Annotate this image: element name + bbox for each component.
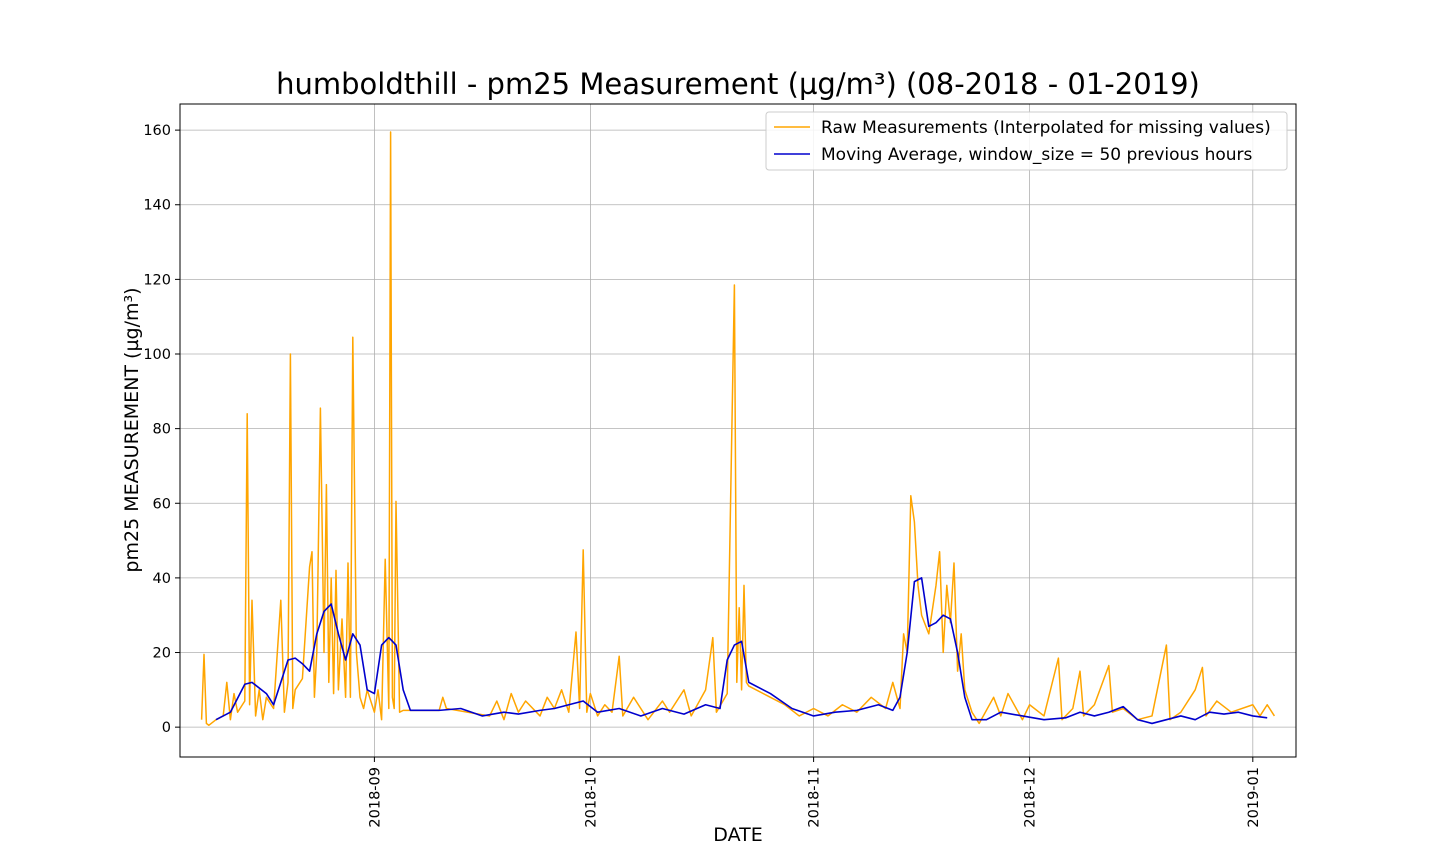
legend-label-raw: Raw Measurements (Interpolated for missi…: [821, 118, 1271, 138]
y-tick-label: 120: [143, 272, 171, 288]
x-tick-label: 2018-09: [367, 767, 383, 828]
x-tick-label: 2018-12: [1023, 767, 1039, 828]
x-tick-label: 2018-10: [583, 767, 599, 828]
y-axis-ticks: 0 20 40 60 80 100 120 140 160: [143, 123, 180, 736]
x-tick-label: 2019-01: [1246, 767, 1262, 828]
y-tick-label: 160: [143, 123, 171, 139]
plot-frame: [179, 103, 1297, 758]
y-tick-label: 140: [143, 198, 171, 214]
moving-average-line: [215, 577, 1268, 725]
raw-measurements-line: [200, 131, 1276, 727]
y-tick-label: 20: [153, 646, 171, 662]
chart-title: humboldthill - pm25 Measurement (µg/m³) …: [276, 67, 1200, 101]
legend: Raw Measurements (Interpolated for missi…: [765, 111, 1288, 171]
y-tick-label: 60: [153, 496, 171, 512]
y-tick-label: 0: [162, 720, 171, 736]
y-tick-label: 80: [153, 422, 171, 438]
y-tick-label: 40: [153, 571, 171, 587]
x-tick-label: 2018-11: [807, 767, 823, 828]
series-layer: [200, 131, 1276, 727]
legend-label-moving-average: Moving Average, window_size = 50 previou…: [821, 145, 1253, 165]
x-axis-label: DATE: [713, 824, 762, 846]
y-tick-label: 100: [143, 347, 171, 363]
y-axis-label: pm25 MEASUREMENT (µg/m³): [121, 287, 143, 572]
x-axis-ticks: 2018-09 2018-10 2018-11 2018-12 2019-01: [367, 757, 1262, 828]
legend-box: [765, 111, 1288, 171]
